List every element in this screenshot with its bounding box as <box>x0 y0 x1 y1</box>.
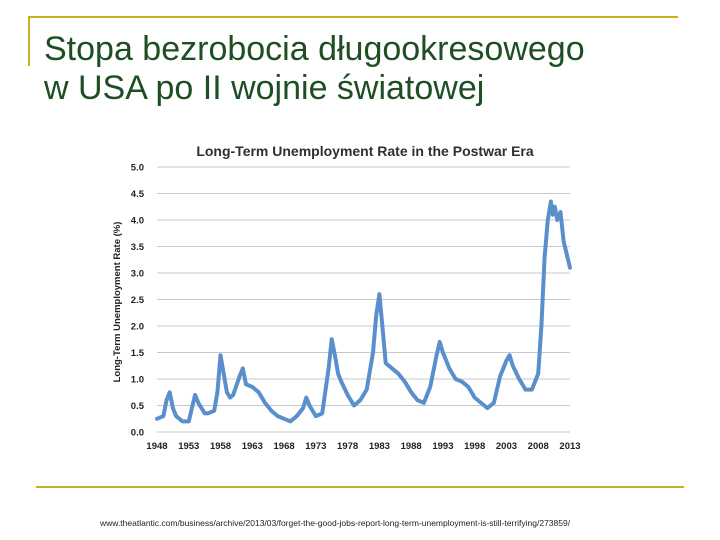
x-tick-label: 1973 <box>305 441 326 452</box>
y-tick-label: 4.0 <box>131 216 144 227</box>
source-url: www.theatlantic.com/business/archive/201… <box>100 518 571 528</box>
x-tick-label: 1963 <box>242 441 263 452</box>
slide-title-line-1: Stopa bezrobocia długookresowego <box>44 30 585 68</box>
series-line <box>155 199 572 424</box>
y-tick-label: 1.5 <box>131 348 145 359</box>
accent-line-bottom <box>36 486 684 488</box>
y-tick-label: 2.0 <box>131 322 144 333</box>
chart-title: Long-Term Unemployment Rate in the Postw… <box>196 143 534 159</box>
y-tick-label: 4.5 <box>131 189 145 200</box>
y-tick-label: 1.0 <box>131 375 144 386</box>
x-tick-label: 1993 <box>432 441 453 452</box>
x-tick-label: 1998 <box>464 441 485 452</box>
y-tick-label: 5.0 <box>131 163 144 174</box>
x-tick-label: 2008 <box>528 441 549 452</box>
line-chart: Long-Term Unemployment Rate in the Postw… <box>112 143 581 452</box>
accent-line-vertical <box>28 16 30 66</box>
y-tick-label: 3.0 <box>131 269 144 280</box>
slide-title: Stopa bezrobocia długookresowego w USA p… <box>44 30 694 108</box>
x-tick-label: 1948 <box>146 441 167 452</box>
x-tick-label: 2003 <box>496 441 517 452</box>
x-tick-label: 1978 <box>337 441 358 452</box>
y-tick-label: 0.5 <box>131 401 145 412</box>
y-tick-label: 2.5 <box>131 295 145 306</box>
x-tick-label: 1958 <box>210 441 231 452</box>
x-tick-label: 1988 <box>401 441 422 452</box>
x-tick-label: 1968 <box>274 441 295 452</box>
accent-line-top <box>28 16 678 18</box>
x-tick-label: 1953 <box>178 441 199 452</box>
x-tick-label: 2013 <box>559 441 580 452</box>
x-tick-labels: 1948 1953 1958 1963 1968 1973 1978 1983 1988 1993… <box>146 441 580 452</box>
y-axis-label: Long-Term Unemployment Rate (%) <box>112 222 123 383</box>
y-tick-labels: 0.0 0.5 1.0 1.5 2.0 2.5 3.0 3.5 4.0 4.5 5.0 <box>131 163 145 439</box>
x-tick-label: 1983 <box>369 441 390 452</box>
y-tick-label: 3.5 <box>131 242 145 253</box>
y-tick-label: 0.0 <box>131 428 144 439</box>
slide-title-line-2: w USA po II wojnie światowej <box>44 69 485 107</box>
